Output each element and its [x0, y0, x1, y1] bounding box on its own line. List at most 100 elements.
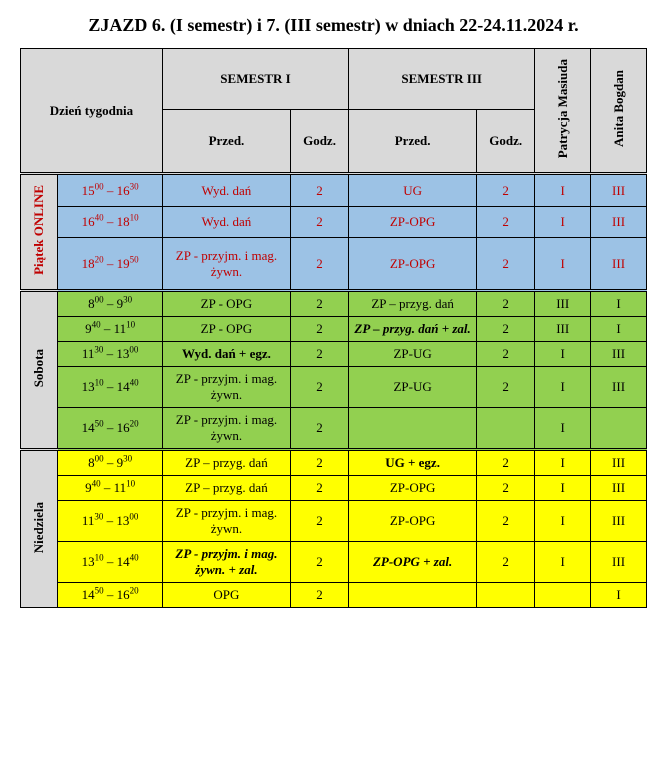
subject-cell: ZP-OPG	[349, 206, 477, 237]
time-cell: 800 – 930	[58, 291, 163, 317]
hours-cell	[477, 583, 535, 608]
hours-cell: 2	[290, 476, 348, 501]
subject-cell: OPG	[162, 583, 290, 608]
hours-cell: 2	[290, 450, 348, 476]
subject-cell: ZP - przyjm. i mag. żywn.	[162, 501, 290, 542]
hours-cell: 2	[477, 206, 535, 237]
teacher-cell: I	[591, 583, 647, 608]
subject-cell: Wyd. dań + egz.	[162, 342, 290, 367]
time-cell: 1310 – 1440	[58, 367, 163, 408]
time-cell: 1130 – 1300	[58, 342, 163, 367]
header-godz-1: Godz.	[290, 110, 348, 174]
hours-cell: 2	[477, 342, 535, 367]
hours-cell: 2	[477, 291, 535, 317]
teacher-cell: I	[535, 342, 591, 367]
header-teacher1: Patrycja Masiuda	[535, 49, 591, 174]
subject-cell: Wyd. dań	[162, 206, 290, 237]
teacher-cell: I	[591, 291, 647, 317]
teacher-cell: III	[591, 450, 647, 476]
time-cell: 800 – 930	[58, 450, 163, 476]
teacher-cell	[591, 408, 647, 450]
subject-cell: ZP-UG	[349, 367, 477, 408]
header-przed-1: Przed.	[162, 110, 290, 174]
header-przed-3: Przed.	[349, 110, 477, 174]
hours-cell: 2	[290, 206, 348, 237]
hours-cell: 2	[477, 367, 535, 408]
subject-cell: ZP – przyg. dań	[162, 450, 290, 476]
time-cell: 1450 – 1620	[58, 583, 163, 608]
hours-cell: 2	[477, 501, 535, 542]
hours-cell	[477, 408, 535, 450]
time-cell: 940 – 1110	[58, 317, 163, 342]
hours-cell: 2	[477, 238, 535, 291]
hours-cell: 2	[290, 291, 348, 317]
teacher-cell: III	[535, 291, 591, 317]
teacher-cell: I	[535, 542, 591, 583]
subject-cell: ZP - OPG	[162, 291, 290, 317]
teacher-cell: III	[535, 317, 591, 342]
teacher-cell: III	[591, 476, 647, 501]
subject-cell	[349, 408, 477, 450]
subject-cell: ZP – przyg. dań	[162, 476, 290, 501]
page-title: ZJAZD 6. (I semestr) i 7. (III semestr) …	[20, 15, 647, 36]
time-cell: 940 – 1110	[58, 476, 163, 501]
teacher-cell: I	[535, 367, 591, 408]
teacher-cell: III	[591, 174, 647, 207]
subject-cell: ZP-OPG	[349, 501, 477, 542]
hours-cell: 2	[290, 238, 348, 291]
subject-cell: ZP - przyjm. i mag. żywn.	[162, 238, 290, 291]
day-sunday: Niedziela	[21, 450, 58, 608]
hours-cell: 2	[290, 317, 348, 342]
teacher-cell: III	[591, 367, 647, 408]
subject-cell: UG + egz.	[349, 450, 477, 476]
teacher-cell: I	[535, 238, 591, 291]
subject-cell	[349, 583, 477, 608]
hours-cell: 2	[290, 342, 348, 367]
subject-cell: ZP-OPG + zal.	[349, 542, 477, 583]
teacher-cell: III	[591, 501, 647, 542]
hours-cell: 2	[290, 174, 348, 207]
subject-cell: ZP - przyjm. i mag. żywn. + zal.	[162, 542, 290, 583]
hours-cell: 2	[290, 501, 348, 542]
hours-cell: 2	[290, 367, 348, 408]
time-cell: 1130 – 1300	[58, 501, 163, 542]
header-godz-3: Godz.	[477, 110, 535, 174]
subject-cell: ZP - przyjm. i mag. żywn.	[162, 408, 290, 450]
hours-cell: 2	[477, 476, 535, 501]
header-sem1: SEMESTR I	[162, 49, 348, 110]
hours-cell: 2	[290, 542, 348, 583]
day-friday: Piątek ONLINE	[21, 174, 58, 291]
day-saturday: Sobota	[21, 291, 58, 450]
teacher-cell: III	[591, 342, 647, 367]
teacher-cell: III	[591, 542, 647, 583]
header-sem3: SEMESTR III	[349, 49, 535, 110]
teacher-cell: III	[591, 238, 647, 291]
header-day: Dzień tygodnia	[21, 49, 163, 174]
hours-cell: 2	[290, 408, 348, 450]
teacher-cell: I	[535, 476, 591, 501]
subject-cell: ZP-OPG	[349, 476, 477, 501]
subject-cell: ZP - OPG	[162, 317, 290, 342]
time-cell: 1640 – 1810	[58, 206, 163, 237]
hours-cell: 2	[477, 317, 535, 342]
teacher-cell: I	[535, 408, 591, 450]
hours-cell: 2	[477, 174, 535, 207]
header-teacher2: Anita Bogdan	[591, 49, 647, 174]
subject-cell: ZP - przyjm. i mag. żywn.	[162, 367, 290, 408]
teacher-cell: I	[535, 206, 591, 237]
teacher-cell: I	[535, 450, 591, 476]
teacher-cell: III	[591, 206, 647, 237]
teacher-cell	[535, 583, 591, 608]
teacher-cell: I	[591, 317, 647, 342]
time-cell: 1820 – 1950	[58, 238, 163, 291]
subject-cell: ZP – przyg. dań	[349, 291, 477, 317]
teacher-cell: I	[535, 501, 591, 542]
teacher-cell: I	[535, 174, 591, 207]
schedule-table: Dzień tygodnia SEMESTR I SEMESTR III Pat…	[20, 48, 647, 608]
hours-cell: 2	[290, 583, 348, 608]
subject-cell: UG	[349, 174, 477, 207]
time-cell: 1500 – 1630	[58, 174, 163, 207]
subject-cell: Wyd. dań	[162, 174, 290, 207]
subject-cell: ZP-OPG	[349, 238, 477, 291]
subject-cell: ZP-UG	[349, 342, 477, 367]
